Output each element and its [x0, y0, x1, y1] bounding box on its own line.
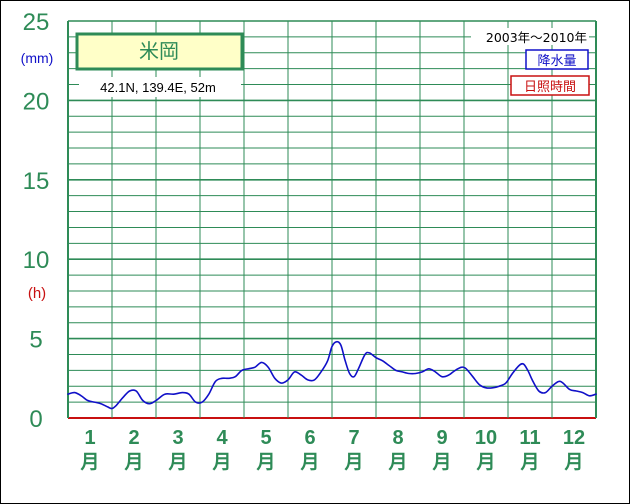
y-tick-label: 15 — [23, 168, 50, 195]
y-tick-label: 20 — [23, 88, 50, 115]
y-tick-label: 0 — [29, 406, 42, 433]
x-tick-month-suffix: 月 — [299, 451, 319, 473]
station-name: 米岡 — [139, 39, 179, 63]
x-tick-month-suffix: 月 — [563, 451, 583, 473]
series-layer — [67, 340, 597, 410]
y-tick-label: 10 — [23, 247, 50, 274]
period-box — [471, 28, 589, 45]
x-tick-month-number: 1 — [84, 427, 95, 449]
x-tick-month-number: 4 — [216, 427, 228, 449]
x-tick-month-number: 3 — [172, 427, 183, 449]
y-unit-precip: (mm) — [21, 50, 54, 66]
grid — [67, 20, 597, 419]
x-tick-month-number: 10 — [475, 427, 497, 449]
x-tick-month-suffix: 月 — [387, 451, 407, 473]
y-tick-label: 5 — [29, 327, 42, 354]
legend-precip: 降水量 — [537, 54, 576, 69]
x-tick-month-number: 2 — [128, 427, 139, 449]
x-tick-month-suffix: 月 — [167, 451, 187, 473]
location-box — [79, 77, 241, 97]
precip-series-line — [67, 340, 597, 410]
location-text: 42.1N, 139.4E, 52m — [100, 80, 216, 95]
x-tick-month-number: 6 — [304, 427, 315, 449]
x-tick-month-suffix: 月 — [79, 451, 99, 473]
period-label: 2003年〜2010年 — [486, 30, 587, 45]
legend-sunshine-box — [510, 75, 590, 96]
x-tick-month-suffix: 月 — [255, 451, 275, 473]
y-tick-label: 25 — [23, 9, 50, 36]
x-tick-month-suffix: 月 — [343, 451, 363, 473]
x-tick-month-number: 9 — [436, 427, 447, 449]
x-tick-month-suffix: 月 — [519, 451, 539, 473]
x-tick-month-suffix: 月 — [211, 451, 231, 473]
x-tick-month-number: 8 — [392, 427, 403, 449]
y-axis-ticks: 0 5 10 15 20 25 — [23, 9, 50, 433]
station-title-box — [75, 32, 244, 71]
legend-precip-box — [525, 49, 589, 70]
legend-sunshine: 日照時間 — [524, 80, 576, 95]
x-tick-month-number: 7 — [348, 427, 359, 449]
x-tick-month-number: 5 — [260, 427, 271, 449]
x-tick-month-number: 12 — [563, 427, 585, 449]
x-tick-month-number: 11 — [519, 427, 540, 449]
x-tick-month-suffix: 月 — [475, 451, 495, 473]
y-unit-sunshine: (h) — [28, 285, 46, 302]
x-tick-month-suffix: 月 — [123, 451, 143, 473]
x-tick-month-suffix: 月 — [431, 451, 451, 473]
